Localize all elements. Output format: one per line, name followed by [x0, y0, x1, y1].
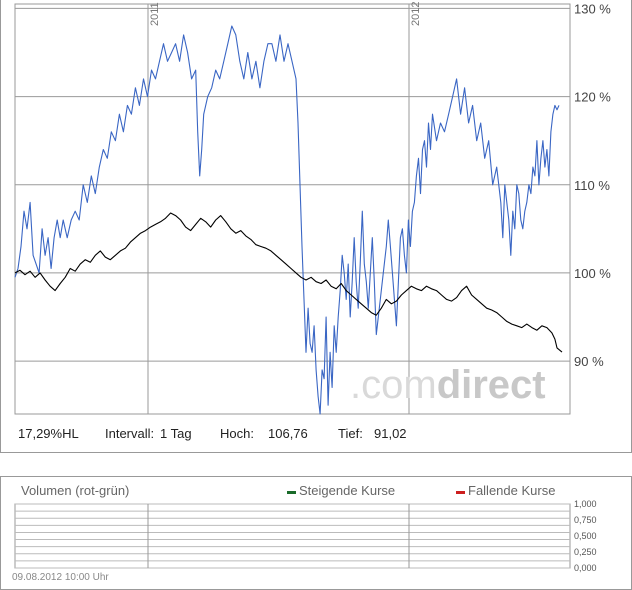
- low-label: Tief:: [338, 426, 363, 441]
- price-chart: .comdirect 130 % 120 % 110 % 100 % 90 % 2011 2…: [14, 1, 611, 415]
- watermark-bold: direct: [437, 363, 546, 407]
- legend-falling-swatch: [456, 491, 465, 494]
- y-tick-label: 100 %: [574, 266, 611, 281]
- series-line-2: [14, 212, 563, 353]
- hl-value: 17,29%HL: [18, 426, 79, 441]
- interval-value: 1 Tag: [160, 426, 192, 441]
- volume-chart: 1,000 0,750 0,500 0,250 0,000: [14, 500, 597, 573]
- series-line-1: [14, 25, 560, 415]
- y-tick-label: 110 %: [574, 178, 610, 193]
- volume-y-tick-label: 1,000: [574, 500, 597, 509]
- volume-y-tick-label: 0,000: [574, 563, 597, 573]
- volume-title: Volumen (rot-grün): [21, 483, 130, 498]
- y-tick-label: 120 %: [574, 90, 611, 105]
- legend-rising-label: Steigende Kurse: [299, 483, 396, 498]
- timestamp: 09.08.2012 10:00 Uhr: [12, 572, 109, 583]
- y-tick-label: 90 %: [574, 354, 604, 369]
- volume-y-tick-label: 0,500: [574, 531, 597, 541]
- high-value: 106,76: [268, 426, 308, 441]
- comdirect-watermark: .comdirect: [350, 363, 546, 407]
- volume-chart-panel: [0, 476, 632, 590]
- low-value: 91,02: [374, 426, 407, 441]
- legend-falling-label: Fallende Kurse: [468, 483, 556, 498]
- high-label: Hoch:: [220, 426, 254, 441]
- plot-frame: [14, 3, 571, 415]
- interval-label: Intervall:: [105, 426, 155, 441]
- price-chart-grid: [14, 3, 571, 415]
- x-tick-label: 2011: [149, 2, 161, 26]
- price-chart-series: [14, 25, 563, 415]
- volume-y-tick-label: 0,750: [574, 515, 597, 525]
- watermark-dim: .com: [350, 363, 437, 407]
- legend-rising-swatch: [287, 491, 296, 494]
- volume-y-tick-label: 0,250: [574, 547, 597, 557]
- x-tick-label: 2012: [410, 2, 422, 26]
- y-tick-label: 130 %: [574, 1, 611, 16]
- volume-frame: [14, 503, 571, 569]
- watermark-text: .comdirect: [350, 363, 546, 407]
- price-chart-panel: [0, 0, 632, 453]
- price-chart-labels: 130 % 120 % 110 % 100 % 90 % 2011 2012: [149, 1, 611, 369]
